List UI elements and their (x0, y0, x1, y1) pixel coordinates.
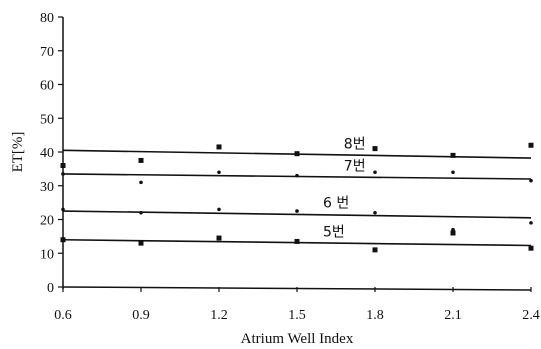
data-point (216, 144, 222, 150)
data-point (61, 207, 65, 212)
data-point (528, 142, 534, 148)
y-tick-label: 10 (40, 247, 54, 262)
y-tick-label: 80 (40, 11, 54, 26)
trend-lines (62, 149, 532, 247)
x-tick-label: 1.8 (366, 308, 384, 323)
data-point (139, 210, 143, 215)
data-point (60, 163, 66, 168)
x-tick-label: 2.1 (444, 308, 462, 323)
data-point (450, 230, 456, 236)
data-point (450, 152, 456, 158)
x-tick-label: 0.9 (132, 308, 150, 323)
tick-labels: 0 10 20 30 40 50 60 70 80 0.6 0.9 1.2 1.5 1.8 2.1 2.4 (40, 11, 540, 323)
data-point (138, 157, 144, 163)
data-point (61, 172, 65, 176)
x-tick-label: 1.5 (288, 308, 306, 323)
x-tick-label: 0.6 (54, 308, 72, 323)
data-point (139, 180, 143, 185)
data-point (60, 237, 66, 243)
y-tick-label: 70 (40, 45, 54, 60)
y-tick-label: 20 (40, 214, 54, 229)
x-tick-label: 2.4 (522, 308, 540, 323)
data-point (294, 151, 300, 157)
y-tick-label: 50 (40, 112, 54, 127)
data-point (216, 235, 222, 241)
data-point (373, 210, 377, 215)
series-labels: 8번 7번 6 번 5번 (323, 137, 366, 241)
y-tick-label: 30 (40, 180, 54, 195)
data-point (294, 238, 300, 244)
x-axis-label: Atrium Well Index (241, 331, 354, 347)
data-point (217, 170, 221, 175)
y-tick-label: 40 (40, 146, 54, 161)
y-axis-label: ET[%] (10, 132, 26, 173)
data-point (138, 240, 144, 246)
series-label: 5번 (323, 224, 345, 240)
data-point (295, 173, 299, 178)
data-point (295, 209, 299, 213)
y-tick-label: 60 (40, 79, 54, 94)
data-point (529, 178, 533, 183)
y-tick-label: 0 (47, 281, 54, 296)
data-point (217, 207, 221, 212)
data-point (372, 247, 378, 253)
data-point (451, 170, 455, 175)
x-tick-label: 1.2 (210, 308, 228, 323)
series-label: 6 번 (323, 196, 349, 212)
series-label: 7번 (344, 159, 366, 175)
data-point (529, 221, 533, 225)
data-point (372, 146, 378, 152)
series-label: 8번 (344, 137, 366, 153)
data-point (528, 245, 534, 251)
data-points (60, 142, 534, 253)
data-point (373, 170, 377, 175)
